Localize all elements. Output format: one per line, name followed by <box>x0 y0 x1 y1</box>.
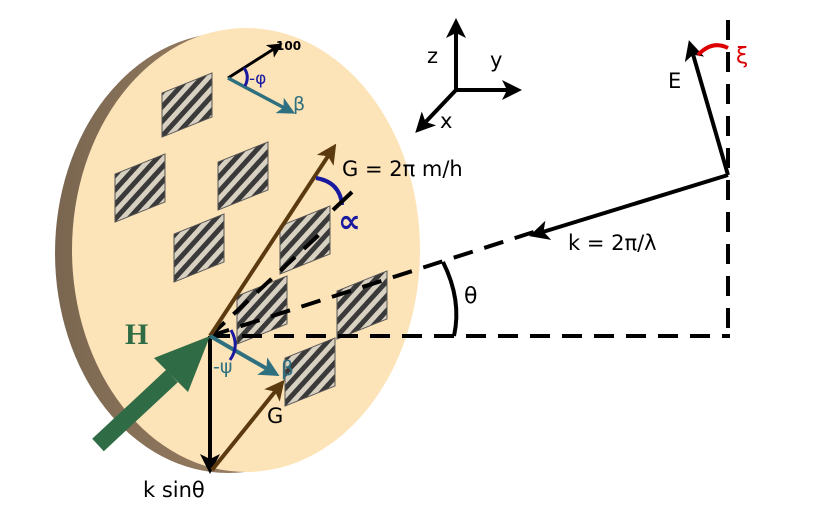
direction-100-arrow <box>227 43 283 80</box>
y-axis-label: y <box>490 48 502 72</box>
beta-lower-label: β <box>281 356 294 380</box>
g-projection-dashed-line <box>208 230 324 338</box>
theta-arc <box>441 261 459 337</box>
g-vector-label: G = 2π m/h <box>342 157 463 181</box>
alpha-tick <box>331 190 354 212</box>
beam-dashed-line <box>209 228 541 338</box>
coordinate-axes: z y x <box>415 18 522 133</box>
theta-label: θ <box>464 284 477 309</box>
xi-label: ξ <box>736 44 748 69</box>
h-field-label: H <box>125 318 148 351</box>
grating-pads <box>114 72 388 407</box>
grating-pad <box>173 213 225 283</box>
dashed-lines <box>208 20 730 338</box>
k-vector-label: k = 2π/λ <box>568 231 657 255</box>
e-field-arrow <box>684 40 730 176</box>
psi-arc <box>228 329 237 361</box>
direction-100-label: 100 <box>276 39 301 53</box>
grating-pad <box>161 72 213 138</box>
g-vector-lower-label: G <box>267 404 283 428</box>
e-field-label: E <box>668 69 681 93</box>
phi-label: -φ <box>249 69 266 89</box>
psi-label: -ψ <box>213 356 232 378</box>
k-sin-theta-label: k sinθ <box>143 478 205 502</box>
alpha-label: ∝ <box>338 202 361 240</box>
phi-arc <box>242 67 249 87</box>
beta-top-label: β <box>293 93 305 115</box>
g-vector-lower-arrow <box>210 379 285 472</box>
x-axis <box>415 88 458 133</box>
x-axis-label: x <box>440 109 452 133</box>
grating-pad <box>284 337 336 407</box>
disk-face <box>72 28 420 472</box>
sample-disk <box>55 28 420 473</box>
grating-pad <box>336 270 388 340</box>
grating-pad <box>217 141 269 211</box>
grating-pad <box>114 153 166 223</box>
beta-top-arrow <box>227 76 296 114</box>
z-axis-label: z <box>427 44 438 68</box>
g-vector-arrow <box>208 143 337 338</box>
xi-arc <box>696 43 729 57</box>
beta-lower-arrow <box>209 334 280 376</box>
k-vector-arrow <box>529 173 729 240</box>
h-field-arrow <box>92 336 210 452</box>
